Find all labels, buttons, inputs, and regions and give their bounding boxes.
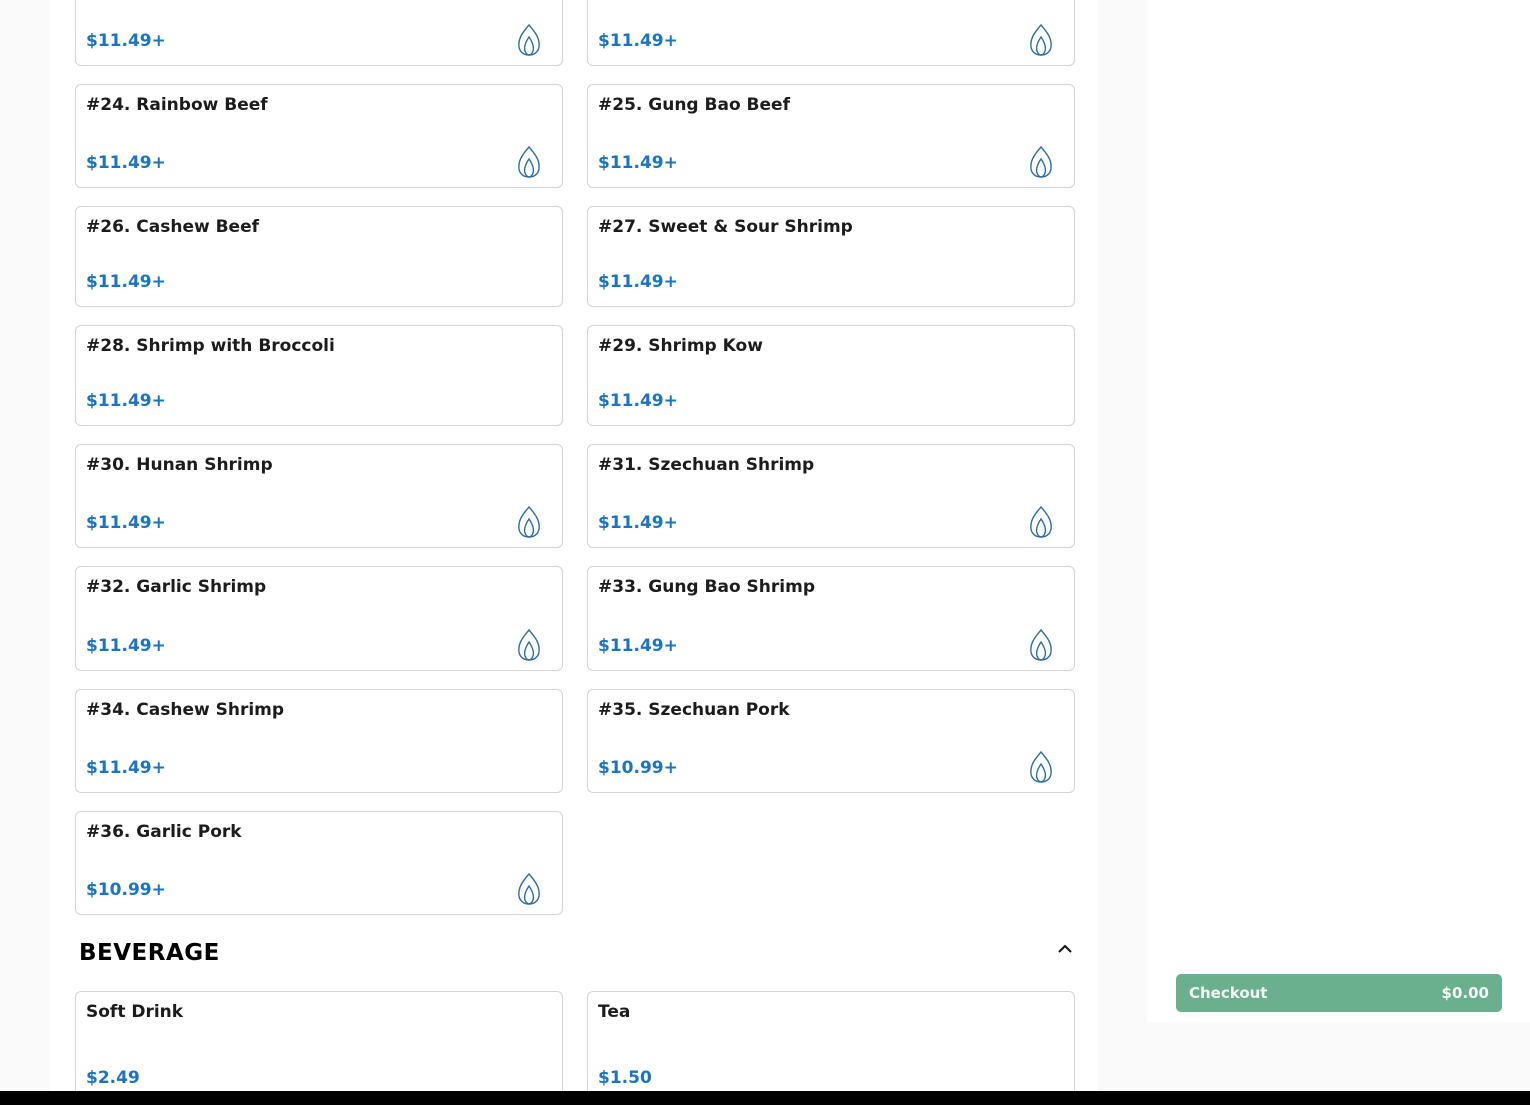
cart-panel [1147,0,1530,1022]
menu-item-card[interactable]: Tea $1.50 [587,991,1075,1103]
item-name: #31. Szechuan Shrimp [598,455,815,475]
spicy-flame-icon [518,145,540,178]
menu-item-card[interactable]: #36. Garlic Pork $10.99+ [75,811,563,915]
menu-item-card[interactable]: $11.49+ [587,0,1075,66]
item-name: #25. Gung Bao Beef [598,95,790,115]
menu-item-card[interactable]: Soft Drink $2.49 [75,991,563,1103]
spicy-flame-icon [1030,145,1052,178]
item-price: $11.49+ [86,391,166,411]
item-price: $11.49+ [598,513,678,533]
menu-item-card[interactable]: #34. Cashew Shrimp $11.49+ [75,689,563,793]
item-price: $11.49+ [86,636,166,656]
section-title-beverage: BEVERAGE [79,940,220,966]
item-price: $11.49+ [598,391,678,411]
item-price: $10.99+ [86,880,166,900]
menu-item-card[interactable]: #24. Rainbow Beef $11.49+ [75,84,563,188]
menu-item-card[interactable]: #31. Szechuan Shrimp $11.49+ [587,444,1075,548]
item-name: #27. Sweet & Sour Shrimp [598,217,853,237]
menu-main: BEVERAGE $11.49+ $11.49+ #24. Rainbow Beef… [50,0,1098,1105]
item-name: #26. Cashew Beef [86,217,260,237]
spicy-flame-icon [1030,628,1052,661]
item-price: $11.49+ [598,636,678,656]
menu-item-card[interactable]: #32. Garlic Shrimp $11.49+ [75,566,563,671]
spicy-flame-icon [1030,23,1052,56]
bottom-bar [0,1091,1530,1105]
item-name: #24. Rainbow Beef [86,95,268,115]
menu-item-card[interactable]: #26. Cashew Beef $11.49+ [75,206,563,307]
item-price: $11.49+ [86,513,166,533]
item-price: $11.49+ [86,758,166,778]
spicy-flame-icon [518,628,540,661]
menu-item-card[interactable]: #33. Gung Bao Shrimp $11.49+ [587,566,1075,671]
item-price: $11.49+ [86,272,166,292]
menu-item-card[interactable]: $11.49+ [75,0,563,66]
item-name: #29. Shrimp Kow [598,336,763,356]
cart-total: $0.00 [1441,984,1489,1002]
spicy-flame-icon [1030,750,1052,783]
menu-item-card[interactable]: #27. Sweet & Sour Shrimp $11.49+ [587,206,1075,307]
menu-item-card[interactable]: #29. Shrimp Kow $11.49+ [587,325,1075,426]
item-name: Soft Drink [86,1002,184,1022]
spicy-flame-icon [518,505,540,538]
item-price: $11.49+ [598,272,678,292]
item-price: $2.49 [86,1068,140,1088]
checkout-button[interactable]: Checkout $0.00 [1176,974,1502,1012]
spicy-flame-icon [1030,505,1052,538]
item-name: #34. Cashew Shrimp [86,700,285,720]
item-name: #35. Szechuan Pork [598,700,790,720]
item-price: $11.49+ [598,153,678,173]
item-price: $11.49+ [86,31,166,51]
menu-item-card[interactable]: #25. Gung Bao Beef $11.49+ [587,84,1075,188]
menu-item-card[interactable]: #35. Szechuan Pork $10.99+ [587,689,1075,793]
item-name: #30. Hunan Shrimp [86,455,273,475]
chevron-up-icon[interactable] [1056,942,1074,956]
item-name: #33. Gung Bao Shrimp [598,577,815,597]
item-price: $1.50 [598,1068,652,1088]
item-price: $10.99+ [598,758,678,778]
item-name: #28. Shrimp with Broccoli [86,336,335,356]
menu-item-card[interactable]: #28. Shrimp with Broccoli $11.49+ [75,325,563,426]
item-price: $11.49+ [86,153,166,173]
spicy-flame-icon [518,872,540,905]
menu-item-card[interactable]: #30. Hunan Shrimp $11.49+ [75,444,563,548]
checkout-label: Checkout [1189,984,1268,1002]
item-name: #36. Garlic Pork [86,822,242,842]
item-name: Tea [598,1002,631,1022]
item-price: $11.49+ [598,31,678,51]
item-name: #32. Garlic Shrimp [86,577,267,597]
spicy-flame-icon [518,23,540,56]
